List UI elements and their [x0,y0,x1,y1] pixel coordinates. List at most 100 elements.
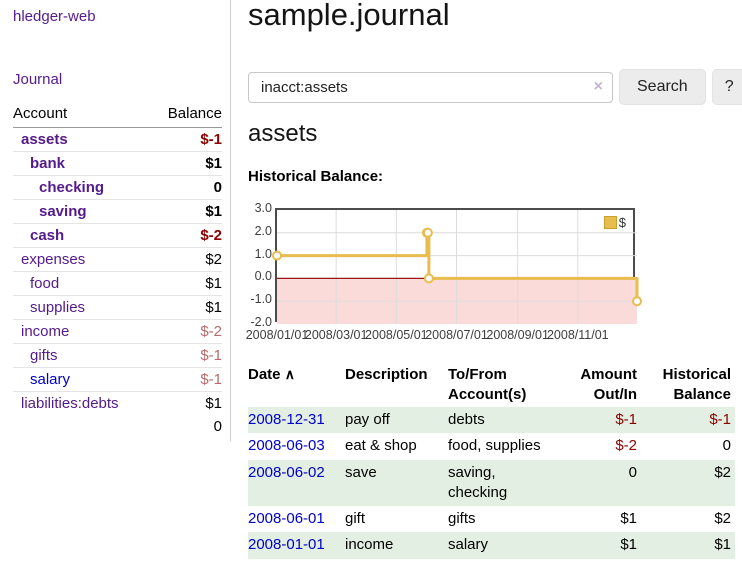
register-header-amount: Amount Out/In [580,366,637,403]
account-balance: $-2 [151,223,222,248]
accounts-total-row: 0 [13,415,222,438]
transaction-accounts: debts [448,411,485,428]
transaction-date-link[interactable]: 2008-06-02 [248,463,325,481]
account-balance: $-1 [151,367,222,392]
search-bar: × Search ? [248,69,742,105]
transaction-balance: $2 [714,463,731,481]
page-title: sample.journal [248,0,450,32]
app-title-link[interactable]: hledger-web [13,8,96,25]
transaction-date-link[interactable]: 2008-01-01 [248,536,325,554]
account-balance: $1 [151,295,222,320]
y-axis-tick-label: 0.0 [254,269,272,284]
legend-label: $ [618,215,626,230]
account-link[interactable]: supplies [30,299,86,316]
transaction-accounts: food, supplies [448,437,541,455]
account-link[interactable]: expenses [21,251,86,268]
account-link[interactable]: income [21,323,70,340]
register-header-date[interactable]: Date ∧ [248,366,295,383]
account-link[interactable]: gifts [30,347,58,364]
transaction-description: save [345,463,377,481]
x-axis-tick-label: 2008/01/01 [245,328,309,342]
chart-legend: $ [601,214,628,231]
transaction-description: pay off [345,411,390,428]
transaction-balance: $1 [714,536,731,554]
search-button[interactable]: Search [619,69,706,105]
account-row: gifts $-1 [13,343,222,368]
register-row: 2008-12-31 pay off debts $-1 $-1 [248,407,735,434]
accounts-total-value: 0 [213,418,222,435]
transaction-accounts: saving, checking [448,463,508,501]
transaction-balance: $2 [714,510,731,527]
accounts-header-balance: Balance [151,102,222,128]
register-row: 2008-06-02 save saving, checking 0 $2 [248,459,735,506]
account-balance: $-1 [200,131,222,148]
transaction-date-link[interactable]: 2008-06-03 [248,437,325,455]
register-table: Date ∧ Description To/From Account(s) Am… [248,363,735,559]
register-row: 2008-06-01 gift gifts $1 $2 [248,506,735,532]
main-content: sample.journal × Search ? assets Histori… [246,0,742,582]
chart-title: Historical Balance: [248,168,384,185]
x-axis-tick-label: 2008/09/01 [486,328,549,342]
clear-search-icon[interactable]: × [593,78,603,95]
account-link[interactable]: checking [39,179,105,196]
register-header-balance: Historical Balance [662,366,731,403]
sidebar: hledger-web Journal Account Balance asse… [0,0,231,441]
transaction-balance: 0 [722,437,731,455]
x-axis-tick-label: 2008/07/01 [425,328,488,342]
account-row: assets $-1 [13,128,222,152]
transaction-description: income [345,536,394,554]
transaction-amount: $1 [620,510,637,527]
account-heading: assets [248,120,318,147]
account-link[interactable]: salary [30,371,71,388]
search-input[interactable] [248,72,613,103]
account-row: supplies $1 [13,295,222,320]
x-axis-tick-label: 2008/11/01 [546,328,609,342]
sidebar-item-journal[interactable]: Journal [13,71,63,88]
account-link[interactable]: food [30,275,60,292]
account-row: cash $-2 [13,223,222,248]
account-row: expenses $2 [13,247,222,272]
register-row: 2008-06-03 eat & shop food, supplies $-2 0 [248,433,735,459]
accounts-table: Account Balance assets $-1 bank $1 checking 0… [13,102,222,438]
account-link[interactable]: bank [30,155,66,172]
account-row: saving $1 [13,199,222,224]
transaction-accounts: salary [448,536,489,554]
account-row: liabilities:debts $1 [13,391,222,415]
account-balance: $1 [151,391,222,415]
legend-swatch-icon [603,216,617,229]
y-axis-tick-label: 3.0 [254,201,272,215]
y-axis-tick-label: -2.0 [250,315,272,329]
transaction-amount: $1 [620,536,637,554]
account-balance: $2 [151,247,222,272]
y-axis-tick-label: -1.0 [250,292,272,307]
register-header-description: Description [345,366,428,383]
transaction-description: gift [345,510,366,527]
account-balance: $1 [151,151,222,176]
account-row: food $1 [13,271,222,296]
account-balance: $1 [151,271,222,296]
register-header-accounts: To/From Account(s) [448,366,527,403]
transaction-accounts: gifts [448,510,476,527]
account-link[interactable]: assets [21,131,68,148]
account-balance: $1 [151,199,222,224]
accounts-header-account: Account [13,102,152,128]
account-row: checking 0 [13,175,222,200]
account-link[interactable]: saving [39,203,87,220]
account-balance: $-1 [151,343,222,368]
transaction-description: eat & shop [345,437,417,455]
transaction-date-link[interactable]: 2008-06-01 [248,510,325,527]
transaction-date-link[interactable]: 2008-12-31 [248,411,325,428]
account-row: bank $1 [13,151,222,176]
register-row: 2008-01-01 income salary $1 $1 [248,532,735,559]
help-button[interactable]: ? [711,69,742,105]
y-axis-tick-label: 1.0 [254,246,272,261]
account-balance: $-2 [151,319,222,344]
account-row: salary $-1 [13,367,222,392]
account-link[interactable]: liabilities:debts [21,395,119,412]
chart-plot-area[interactable]: $ [272,208,642,324]
account-link[interactable]: cash [30,227,65,244]
historical-balance-chart: $ 3.0 2.0 1.0 0.0 -1.0 -2.0 2008/01/01 2008/03/… [246,200,742,346]
x-axis-tick-label: 2008/03/01 [304,328,368,342]
account-row: income $-2 [13,319,222,344]
transaction-balance: $-1 [709,411,731,428]
